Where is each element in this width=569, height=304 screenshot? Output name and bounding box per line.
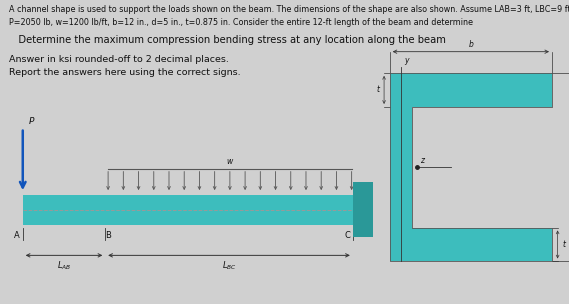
Text: Answer in ksi rounded-off to 2 decimal places.: Answer in ksi rounded-off to 2 decimal p… — [9, 55, 228, 64]
Text: b: b — [468, 40, 473, 49]
Text: y: y — [404, 56, 409, 65]
Text: P=2050 lb, w=1200 lb/ft, b=12 in., d=5 in., t=0.875 in. Consider the entire 12-f: P=2050 lb, w=1200 lb/ft, b=12 in., d=5 i… — [9, 18, 472, 27]
Text: $\mathit{L}_{AB}$: $\mathit{L}_{AB}$ — [57, 259, 71, 271]
Text: Determine the maximum compression bending stress at any location along the beam: Determine the maximum compression bendin… — [9, 35, 446, 45]
Bar — [353, 182, 373, 237]
Bar — [23, 195, 353, 225]
Text: A channel shape is used to support the loads shown on the beam. The dimensions o: A channel shape is used to support the l… — [9, 5, 569, 14]
Bar — [390, 73, 413, 261]
Bar — [390, 227, 552, 261]
Text: B: B — [105, 231, 111, 240]
Text: w: w — [226, 157, 232, 166]
Text: A: A — [14, 231, 20, 240]
Text: z: z — [420, 156, 424, 165]
Text: C: C — [344, 231, 350, 240]
Text: P: P — [28, 117, 34, 126]
Text: t: t — [377, 85, 380, 95]
Text: t: t — [562, 240, 565, 249]
Bar — [390, 73, 552, 107]
Text: $\mathit{L}_{BC}$: $\mathit{L}_{BC}$ — [222, 259, 236, 271]
Text: Report the answers here using the correct signs.: Report the answers here using the correc… — [9, 68, 240, 78]
